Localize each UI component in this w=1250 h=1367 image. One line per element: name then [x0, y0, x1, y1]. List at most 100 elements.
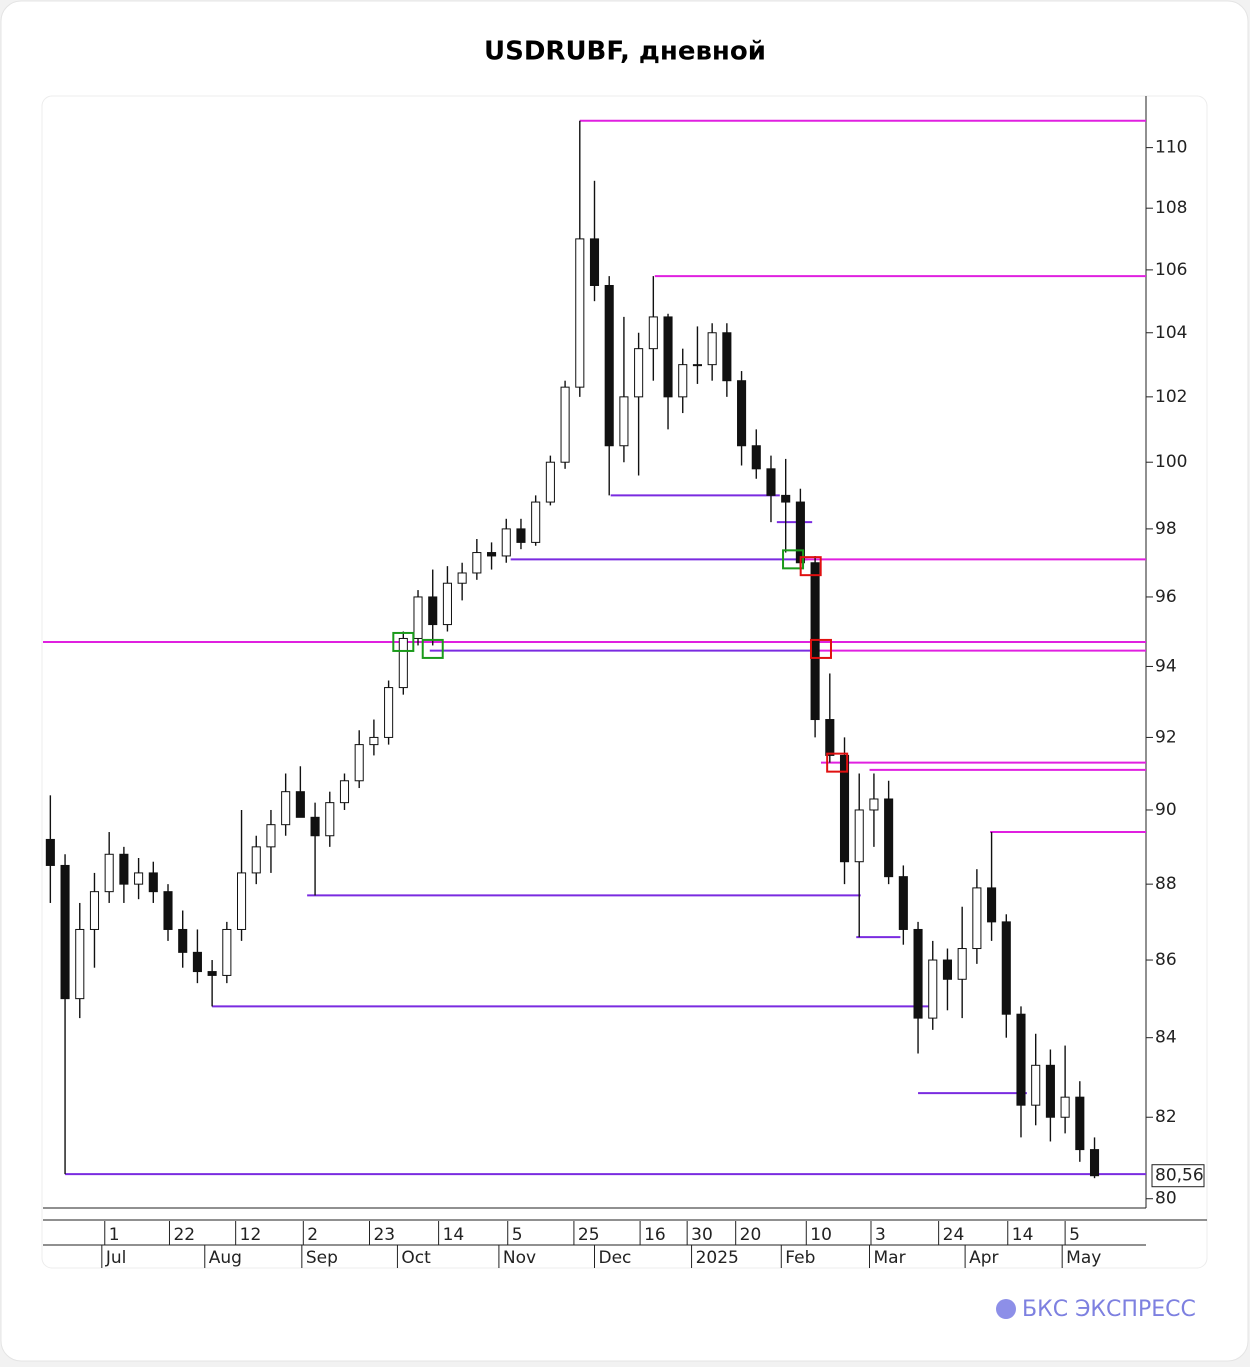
candle-body [354, 744, 364, 782]
month-label: May [1066, 1248, 1101, 1268]
candle-body [1060, 1096, 1070, 1118]
y-tick-label: 98 [1155, 519, 1177, 539]
y-tick-label: 94 [1155, 656, 1177, 676]
y-tick-label: 104 [1155, 323, 1187, 343]
x-tick-label: 2 [307, 1225, 318, 1245]
candle-body [398, 637, 408, 689]
candle-body [737, 380, 747, 447]
y-tick-label: 96 [1155, 587, 1177, 607]
candle-body [75, 928, 85, 1000]
candle-body [251, 846, 261, 874]
x-tick-label: 5 [512, 1225, 523, 1245]
candle-body [825, 719, 835, 756]
candle-body [134, 872, 144, 885]
candle-body [472, 552, 482, 574]
y-tick-label: 90 [1155, 800, 1177, 820]
x-tick-label: 22 [173, 1225, 195, 1245]
candle-body [413, 596, 423, 639]
y-tick-label: 102 [1155, 387, 1187, 407]
x-tick-label: 12 [240, 1225, 262, 1245]
candle-body [310, 816, 320, 837]
month-label: Feb [785, 1248, 815, 1268]
candle-body [89, 891, 100, 930]
candle-body [501, 528, 511, 557]
y-tick-label: 86 [1155, 950, 1177, 970]
candle-body [1089, 1149, 1100, 1177]
candle-body [369, 736, 379, 746]
candle-body [325, 802, 335, 837]
y-tick-label: 106 [1155, 260, 1187, 280]
y-tick-label: 88 [1155, 874, 1177, 894]
candle-body [707, 332, 717, 366]
candle-body [148, 872, 158, 893]
candle-body [487, 552, 497, 557]
candle-body [722, 332, 732, 382]
candle-body [854, 809, 864, 863]
y-tick-label: 108 [1155, 198, 1187, 218]
x-tick-label: 20 [740, 1225, 762, 1245]
month-label: 2025 [696, 1248, 739, 1268]
x-tick-label: 14 [1012, 1225, 1034, 1245]
candle-body [987, 887, 997, 923]
y-tick-label: 80 [1155, 1189, 1177, 1209]
candle-body [222, 928, 232, 976]
x-tick-label: 1 [109, 1225, 120, 1245]
signal-marker [421, 638, 444, 659]
candle-body [678, 364, 688, 398]
candle-body [884, 798, 894, 878]
candle-body [119, 853, 129, 885]
candle-body [384, 687, 394, 738]
y-tick-label: 82 [1155, 1107, 1177, 1127]
x-tick-label: 23 [373, 1225, 395, 1245]
x-tick-label: 25 [578, 1225, 600, 1245]
candle-body [45, 838, 55, 866]
month-label: Mar [874, 1248, 906, 1268]
candle-body [634, 348, 644, 398]
candle-body [236, 872, 247, 930]
candle-body [648, 316, 658, 350]
candle-body [545, 461, 555, 503]
candle-body [663, 316, 673, 398]
candle-body [751, 445, 761, 470]
x-tick-label: 30 [691, 1225, 713, 1245]
candle-body [1045, 1064, 1055, 1118]
signal-marker [782, 549, 805, 570]
candle-body [295, 791, 305, 818]
candle-body [619, 396, 629, 447]
x-tick-label: 16 [644, 1225, 666, 1245]
month-label: Sep [306, 1248, 338, 1268]
candle-body [457, 572, 467, 584]
candle-body [1031, 1064, 1041, 1106]
candle-body [928, 959, 938, 1019]
x-tick-label: 14 [443, 1225, 465, 1245]
month-label: Oct [401, 1248, 431, 1268]
candle-body [281, 791, 291, 826]
last-price-label: 80,56 [1155, 1166, 1204, 1186]
candle-body [942, 959, 953, 980]
signal-marker [826, 752, 849, 773]
y-tick-label: 100 [1155, 452, 1187, 472]
candle-body [839, 754, 850, 863]
signal-marker [392, 631, 415, 652]
candle-body [781, 494, 791, 503]
candle-body [266, 824, 276, 848]
candle-body [163, 891, 173, 930]
signal-marker [799, 556, 822, 577]
candle-body [192, 951, 202, 973]
candle-body [178, 928, 188, 953]
candle-body [869, 798, 879, 811]
month-label: Jul [105, 1248, 127, 1268]
brand-logo [996, 1299, 1016, 1319]
candle-body [104, 853, 114, 893]
candle-body [339, 780, 350, 804]
candle-body [589, 238, 600, 286]
y-tick-label: 110 [1155, 138, 1187, 158]
month-label: Aug [209, 1248, 242, 1268]
last-price-box [1151, 1164, 1205, 1188]
chart-title: USDRUBF, дневной [484, 37, 766, 67]
y-tick-label: 92 [1155, 727, 1177, 747]
candle-body [207, 971, 217, 976]
candle-body [604, 284, 614, 447]
